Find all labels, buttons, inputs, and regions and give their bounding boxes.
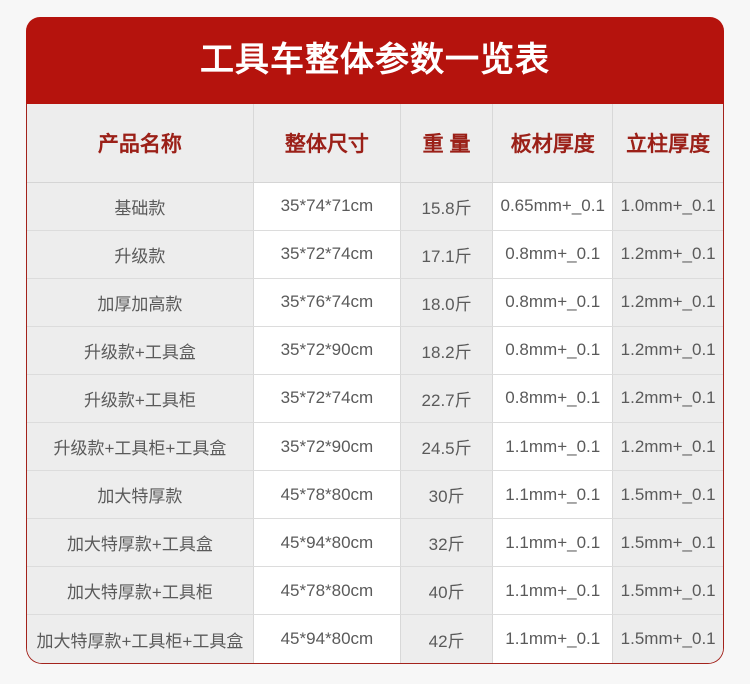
table-row: 加厚加高款 35*76*74cm 18.0斤 0.8mm+_0.1 1.2mm+_0.1 (27, 278, 723, 327)
cell-size: 35*74*71cm (253, 182, 402, 231)
spec-table-container: 产品名称 整体尺寸 重 量 板材厚度 立柱厚度 基础款 35*74*71cm 15.… (26, 104, 724, 664)
table-row: 升级款+工具盒 35*72*90cm 18.2斤 0.8mm+_0.1 1.2mm+_0… (27, 326, 723, 375)
cell-weight: 30斤 (400, 470, 494, 520)
cell-weight: 42斤 (400, 614, 494, 663)
cell-size: 45*94*80cm (253, 518, 402, 568)
column-header-post: 立柱厚度 (612, 104, 723, 183)
cell-weight: 22.7斤 (400, 374, 494, 423)
cell-post: 1.2mm+_0.1 (612, 230, 723, 279)
cell-name: 加大特厚款+工具柜+工具盒 (27, 614, 254, 663)
cell-size: 45*78*80cm (253, 566, 402, 616)
cell-weight: 24.5斤 (400, 422, 494, 472)
cell-post: 1.2mm+_0.1 (612, 326, 723, 375)
cell-plate: 0.65mm+_0.1 (492, 182, 614, 231)
cell-post: 1.5mm+_0.1 (612, 614, 723, 663)
cell-size: 35*76*74cm (253, 278, 402, 327)
table-row: 基础款 35*74*71cm 15.8斤 0.65mm+_0.1 1.0mm+_0.1 (27, 182, 723, 231)
table-row: 加大特厚款 45*78*80cm 30斤 1.1mm+_0.1 1.5mm+_0.1 (27, 470, 723, 520)
cell-post: 1.0mm+_0.1 (612, 182, 723, 231)
cell-post: 1.5mm+_0.1 (612, 470, 723, 520)
table-row: 加大特厚款+工具柜 45*78*80cm 40斤 1.1mm+_0.1 1.5mm+_0… (27, 566, 723, 616)
table-row: 升级款 35*72*74cm 17.1斤 0.8mm+_0.1 1.2mm+_0.1 (27, 230, 723, 279)
spec-table: 产品名称 整体尺寸 重 量 板材厚度 立柱厚度 基础款 35*74*71cm 15.… (27, 104, 723, 663)
cell-size: 35*72*90cm (253, 326, 402, 375)
cell-plate: 1.1mm+_0.1 (492, 422, 614, 472)
cell-post: 1.2mm+_0.1 (612, 422, 723, 472)
cell-plate: 1.1mm+_0.1 (492, 470, 614, 520)
cell-plate: 1.1mm+_0.1 (492, 566, 614, 616)
table-row: 加大特厚款+工具盒 45*94*80cm 32斤 1.1mm+_0.1 1.5mm+_0… (27, 518, 723, 568)
cell-name: 基础款 (27, 182, 254, 231)
cell-name: 升级款+工具柜+工具盒 (27, 422, 254, 472)
table-body: 基础款 35*74*71cm 15.8斤 0.65mm+_0.1 1.0mm+_0.1 升… (27, 182, 723, 663)
cell-post: 1.5mm+_0.1 (612, 566, 723, 616)
cell-post: 1.5mm+_0.1 (612, 518, 723, 568)
table-header-row: 产品名称 整体尺寸 重 量 板材厚度 立柱厚度 (27, 104, 723, 183)
column-header-name: 产品名称 (27, 104, 254, 183)
cell-name: 升级款+工具盒 (27, 326, 254, 375)
cell-post: 1.2mm+_0.1 (612, 278, 723, 327)
cell-name: 加大特厚款 (27, 470, 254, 520)
cell-weight: 32斤 (400, 518, 494, 568)
cell-post: 1.2mm+_0.1 (612, 374, 723, 423)
cell-plate: 0.8mm+_0.1 (492, 374, 614, 423)
page-title: 工具车整体参数一览表 (200, 41, 550, 79)
cell-size: 45*94*80cm (253, 614, 402, 663)
cell-size: 45*78*80cm (253, 470, 402, 520)
cell-name: 加大特厚款+工具柜 (27, 566, 254, 616)
cell-weight: 17.1斤 (400, 230, 494, 279)
cell-name: 加大特厚款+工具盒 (27, 518, 254, 568)
cell-name: 升级款 (27, 230, 254, 279)
cell-plate: 0.8mm+_0.1 (492, 230, 614, 279)
title-banner: 工具车整体参数一览表 (26, 17, 724, 109)
cell-weight: 18.2斤 (400, 326, 494, 375)
column-header-weight: 重 量 (400, 104, 494, 183)
table-row: 升级款+工具柜 35*72*74cm 22.7斤 0.8mm+_0.1 1.2mm+_0… (27, 374, 723, 423)
table-row: 升级款+工具柜+工具盒 35*72*90cm 24.5斤 1.1mm+_0.1 1.2m… (27, 422, 723, 472)
column-header-plate: 板材厚度 (492, 104, 614, 183)
cell-weight: 18.0斤 (400, 278, 494, 327)
cell-name: 加厚加高款 (27, 278, 254, 327)
cell-size: 35*72*74cm (253, 230, 402, 279)
cell-plate: 1.1mm+_0.1 (492, 518, 614, 568)
cell-size: 35*72*74cm (253, 374, 402, 423)
cell-plate: 0.8mm+_0.1 (492, 326, 614, 375)
cell-weight: 40斤 (400, 566, 494, 616)
cell-plate: 0.8mm+_0.1 (492, 278, 614, 327)
cell-weight: 15.8斤 (400, 182, 494, 231)
table-header: 产品名称 整体尺寸 重 量 板材厚度 立柱厚度 (27, 104, 723, 183)
column-header-size: 整体尺寸 (253, 104, 402, 183)
table-row: 加大特厚款+工具柜+工具盒 45*94*80cm 42斤 1.1mm+_0.1 1.5m… (27, 614, 723, 663)
cell-name: 升级款+工具柜 (27, 374, 254, 423)
cell-size: 35*72*90cm (253, 422, 402, 472)
cell-plate: 1.1mm+_0.1 (492, 614, 614, 663)
